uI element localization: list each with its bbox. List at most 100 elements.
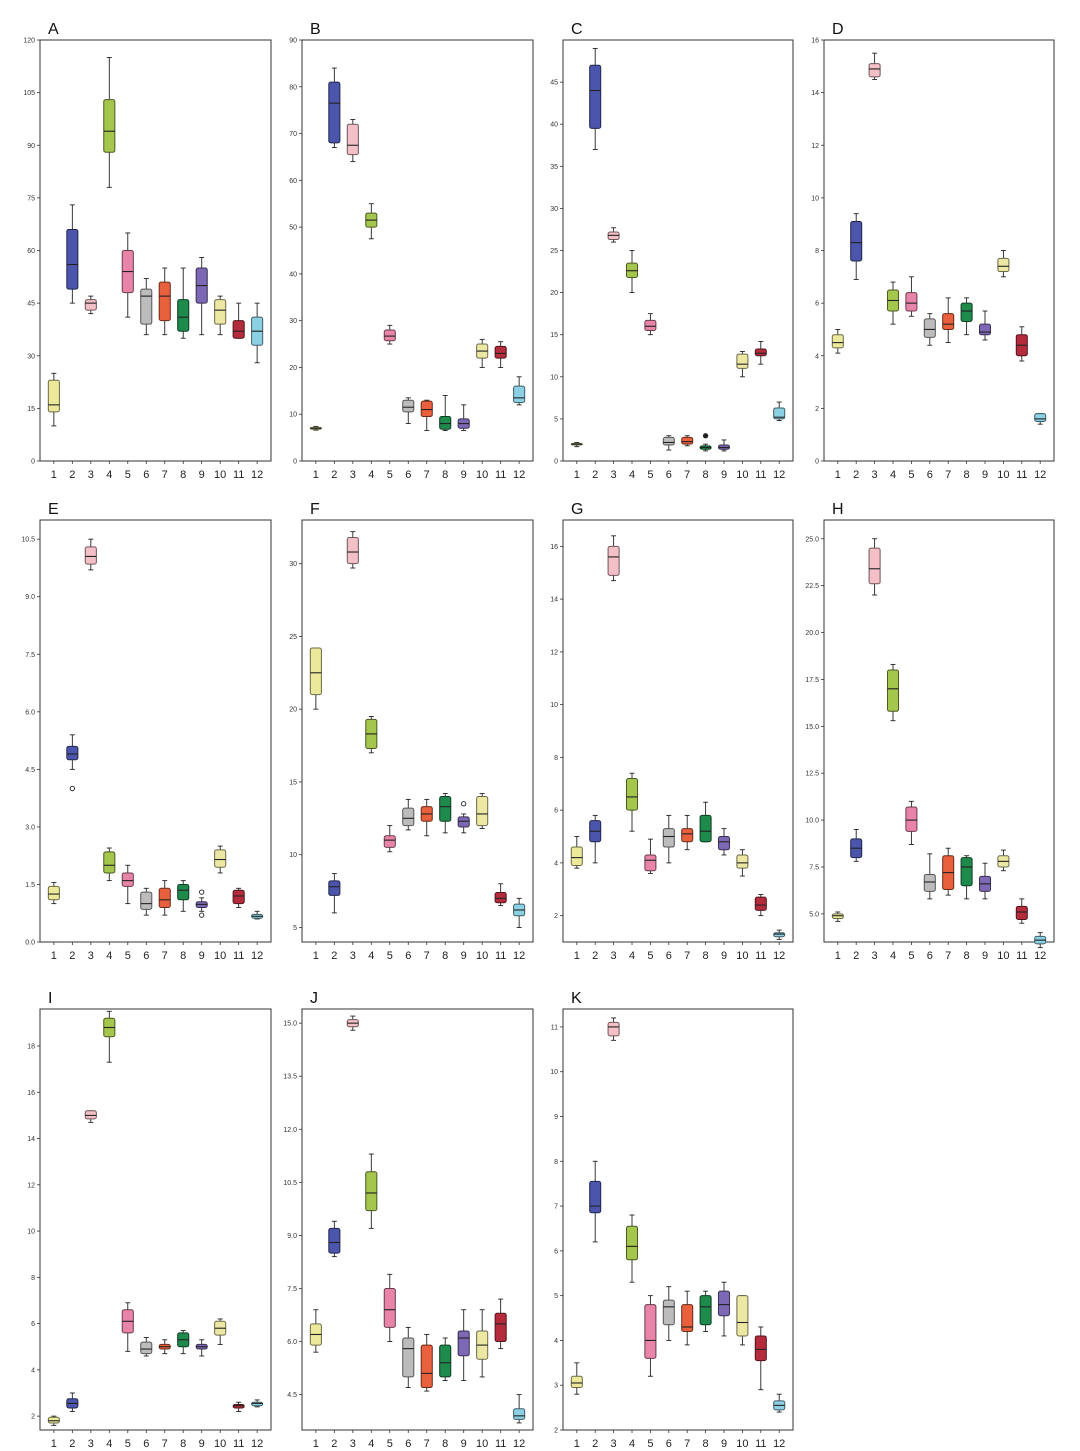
box-3 bbox=[607, 1017, 620, 1041]
x-tick-label: 1 bbox=[574, 469, 580, 481]
box-7 bbox=[158, 880, 171, 916]
x-tick-label: 9 bbox=[982, 950, 988, 962]
y-tick-label: 15.0 bbox=[283, 1021, 297, 1028]
box-iqr bbox=[644, 1304, 657, 1359]
box-iqr bbox=[232, 889, 245, 905]
box-11 bbox=[1015, 898, 1028, 924]
y-tick-label: 4.5 bbox=[287, 1392, 297, 1399]
x-tick-label: 11 bbox=[233, 1438, 244, 1450]
x-tick-label: 10 bbox=[997, 469, 1009, 481]
box-iqr bbox=[383, 1287, 396, 1328]
x-tick-label: 11 bbox=[233, 950, 244, 962]
x-tick-label: 3 bbox=[872, 950, 878, 962]
box-10 bbox=[476, 793, 489, 829]
panel-letter: B bbox=[310, 21, 321, 38]
x-tick-label: 1 bbox=[574, 950, 580, 962]
x-tick-label: 5 bbox=[647, 1438, 653, 1450]
box-iqr bbox=[328, 880, 341, 896]
x-tick-label: 12 bbox=[773, 950, 785, 962]
box-12 bbox=[251, 910, 264, 920]
box-6 bbox=[923, 313, 936, 346]
box-1 bbox=[570, 836, 583, 869]
y-tick-label: 17.5 bbox=[805, 677, 819, 684]
box-iqr bbox=[736, 353, 749, 369]
y-tick-label: 10 bbox=[550, 374, 558, 381]
x-tick-label: 5 bbox=[387, 950, 393, 962]
box-4 bbox=[625, 1214, 639, 1283]
box-iqr bbox=[754, 896, 767, 911]
plot-frame bbox=[562, 519, 794, 943]
box-iqr bbox=[47, 885, 60, 901]
x-tick-label: 7 bbox=[424, 1438, 430, 1450]
box-iqr bbox=[420, 400, 433, 418]
y-tick-label: 10 bbox=[289, 412, 297, 419]
x-tick-label: 9 bbox=[461, 469, 467, 481]
box-2 bbox=[66, 204, 79, 304]
y-tick-label: 25.0 bbox=[805, 536, 819, 543]
box-iqr bbox=[103, 99, 116, 153]
x-tick-label: 4 bbox=[106, 1438, 112, 1450]
x-tick-label: 12 bbox=[773, 1438, 785, 1450]
box-7 bbox=[942, 297, 955, 344]
x-tick-label: 8 bbox=[180, 1438, 186, 1450]
box-iqr bbox=[439, 1344, 452, 1378]
y-tick-label: 40 bbox=[550, 122, 558, 129]
box-8 bbox=[177, 267, 190, 339]
y-tick-label: 18 bbox=[27, 1044, 35, 1051]
x-tick-label: 8 bbox=[703, 1438, 709, 1450]
x-tick-label: 1 bbox=[574, 1438, 580, 1450]
x-tick-label: 10 bbox=[214, 469, 226, 481]
box-9 bbox=[195, 257, 208, 336]
box-3 bbox=[607, 227, 620, 243]
box-8 bbox=[699, 801, 712, 843]
x-tick-label: 10 bbox=[736, 950, 748, 962]
box-iqr bbox=[383, 329, 396, 342]
y-tick-label: 15 bbox=[27, 406, 35, 413]
box-9 bbox=[195, 1339, 208, 1357]
x-tick-label: 8 bbox=[964, 469, 970, 481]
box-4 bbox=[365, 1153, 378, 1229]
box-iqr bbox=[831, 334, 844, 349]
box-6 bbox=[923, 853, 936, 900]
box-iqr bbox=[420, 1344, 433, 1389]
x-tick-label: 12 bbox=[773, 469, 785, 481]
x-tick-label: 11 bbox=[755, 469, 766, 481]
y-tick-label: 7.5 bbox=[25, 652, 35, 659]
box-11 bbox=[494, 341, 507, 368]
plot-frame bbox=[562, 1008, 794, 1431]
box-11 bbox=[754, 1326, 767, 1391]
y-tick-label: 90 bbox=[27, 143, 35, 150]
box-12 bbox=[251, 1399, 264, 1408]
box-iqr bbox=[177, 883, 190, 901]
y-tick-label: 0.0 bbox=[25, 940, 35, 947]
y-tick-label: 20 bbox=[289, 707, 297, 714]
outlier-point bbox=[461, 801, 467, 807]
box-1 bbox=[831, 911, 844, 922]
box-iqr bbox=[402, 807, 415, 827]
y-tick-label: 30 bbox=[27, 353, 35, 360]
y-tick-label: 2 bbox=[815, 406, 819, 413]
box-1 bbox=[47, 1415, 60, 1426]
y-tick-label: 60 bbox=[27, 248, 35, 255]
box-iqr bbox=[607, 545, 620, 576]
y-tick-label: 45 bbox=[550, 80, 558, 87]
box-7 bbox=[158, 1339, 171, 1355]
y-tick-label: 10 bbox=[550, 702, 558, 709]
box-3 bbox=[346, 1015, 359, 1031]
box-10 bbox=[476, 338, 489, 368]
box-6 bbox=[140, 887, 153, 916]
box-5 bbox=[644, 1295, 657, 1377]
box-iqr bbox=[886, 669, 900, 712]
x-tick-label: 6 bbox=[143, 469, 149, 481]
x-tick-label: 6 bbox=[666, 469, 672, 481]
y-tick-label: 6 bbox=[31, 1321, 35, 1328]
box-iqr bbox=[644, 319, 657, 331]
box-12 bbox=[773, 1393, 786, 1413]
box-iqr bbox=[103, 851, 116, 874]
x-tick-label: 4 bbox=[106, 950, 112, 962]
box-iqr bbox=[754, 348, 767, 357]
box-2 bbox=[66, 734, 79, 770]
box-12 bbox=[513, 376, 526, 406]
box-iqr bbox=[1015, 905, 1028, 920]
